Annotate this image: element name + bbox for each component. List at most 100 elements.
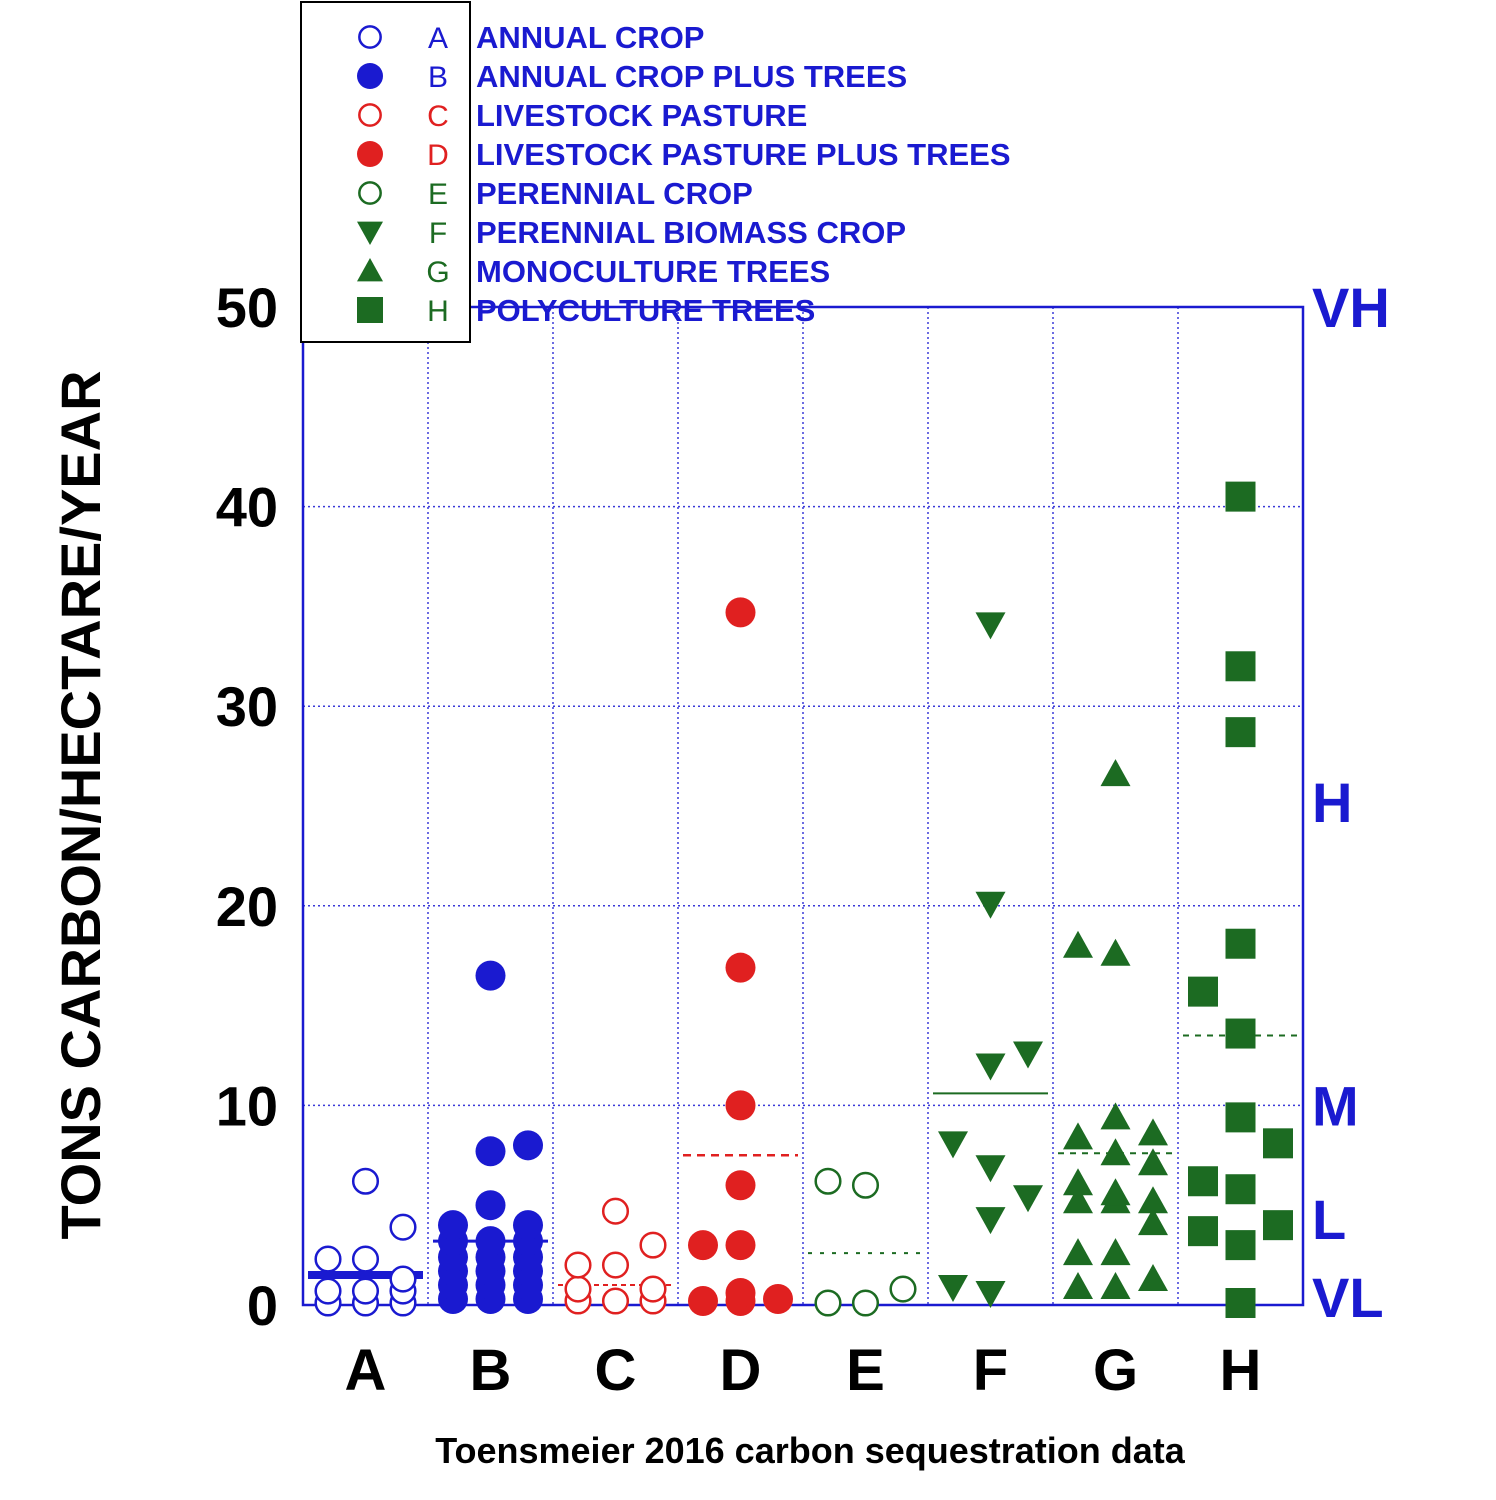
data-point [975,891,1006,919]
data-point [639,1275,667,1303]
data-point [851,1289,880,1317]
data-point [564,1275,592,1303]
x-category-label: B [470,1338,512,1403]
level-label: VH [1312,276,1390,339]
x-category-label: D [720,1338,762,1403]
data-point [938,1275,968,1303]
level-labels: VH H ML VL [1312,276,1390,1329]
data-point [938,1131,968,1159]
legend-letter: E [428,178,448,211]
x-category-label: A [345,1338,387,1403]
data-point [1100,1272,1131,1300]
legend-entry: POLYCULTURE TREES [476,293,815,328]
data-point [688,1286,718,1317]
data-point [601,1251,630,1279]
data-point [314,1277,342,1305]
grid [303,307,1303,1305]
x-category-label: G [1093,1338,1138,1403]
data-point [1138,1264,1168,1292]
legend-entry: LIVESTOCK PASTURE [476,98,807,133]
legend-letter: D [427,139,449,172]
y-tick-label: 30 [216,675,278,738]
legend-entry: ANNUAL CROP PLUS TREES [476,59,907,94]
data-point [1225,481,1256,512]
data-point [438,1210,468,1241]
data-point [1013,1041,1043,1069]
level-label: VL [1312,1266,1384,1329]
data-point [688,1230,718,1261]
legend-marker [357,63,383,89]
data-point [351,1167,380,1195]
x-category-label: H [1220,1338,1262,1403]
legend: A ANNUAL CROP B ANNUAL CROP PLUS TREES C LIVE… [300,1,1011,343]
legend-letter: A [428,22,448,55]
legend-letter: G [426,256,449,289]
series-g [1063,759,1168,1300]
series-f [938,612,1043,1309]
y-axis-label: TONS CARBON/HECTARE/YEAR [49,370,112,1239]
data-point [1013,1185,1043,1213]
data-point [601,1197,630,1225]
y-tick-label: 20 [216,875,278,938]
data-point [389,1265,417,1293]
data-point [389,1213,417,1241]
level-label: M [1312,1074,1359,1137]
data-point [1063,1168,1093,1196]
legend-letter: B [428,61,448,94]
series-c [564,1197,667,1315]
x-category-labels: A B C D E F G H [345,1338,1262,1403]
data-point [351,1277,380,1305]
data-point [725,1278,756,1309]
data-point [1225,1230,1256,1261]
x-category-label: C [595,1338,637,1403]
legend-entry: ANNUAL CROP [476,20,705,55]
level-label: L [1312,1188,1346,1251]
data-point [1138,1148,1168,1176]
x-axis-label: Toensmeier 2016 carbon sequestration dat… [435,1430,1186,1471]
x-category-label: E [846,1338,885,1403]
y-tick-label: 0 [247,1274,278,1337]
data-point [314,1245,342,1273]
data-point [1100,1178,1131,1206]
data-point [1138,1118,1168,1146]
y-tick-label: 50 [216,276,278,339]
data-point [725,1170,756,1201]
data-point [1063,930,1093,958]
series-a [314,1167,417,1317]
series-b [438,960,543,1315]
data-point [1100,1238,1131,1266]
x-category-label: F [973,1338,1008,1403]
legend-entry: PERENNIAL CROP [476,176,753,211]
data-point [1188,976,1218,1007]
data-point [1225,1174,1256,1205]
data-point [851,1171,880,1199]
series-d [688,597,793,1317]
series-e [814,1167,917,1317]
legend-marker [358,181,382,205]
data-point [1063,1186,1093,1214]
data-point [1138,1208,1168,1236]
data-point [975,1053,1006,1081]
legend-marker [358,25,382,49]
data-point [1188,1216,1218,1247]
data-point [1063,1238,1093,1266]
legend-letter: C [427,100,449,133]
data-point [725,597,756,628]
data-point [975,1281,1006,1309]
y-tick-label: 40 [216,476,278,539]
legend-marker [357,297,383,323]
data-point [1100,759,1131,787]
data-point [475,1190,506,1221]
data-point [475,1226,506,1257]
data-point [1225,1288,1256,1319]
data-point [814,1167,842,1195]
legend-box [300,1,471,343]
data-point [1225,928,1256,959]
data-point [601,1287,630,1315]
series-h [1188,481,1293,1319]
y-tick-label: 10 [216,1074,278,1137]
data-point [725,952,756,983]
data-point [889,1275,917,1303]
data-point [814,1289,842,1317]
